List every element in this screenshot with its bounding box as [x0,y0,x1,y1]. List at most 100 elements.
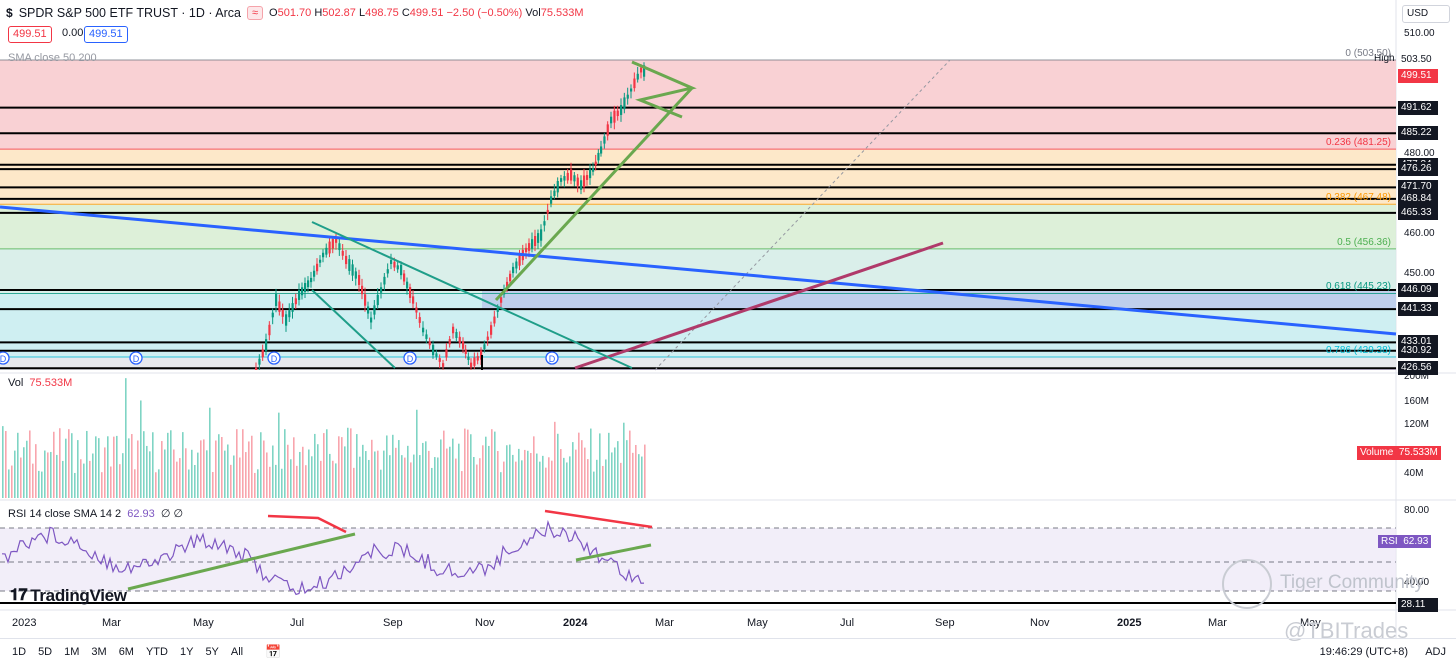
volume-bar [242,429,244,498]
volume-bar [551,460,553,498]
tradingview-logo[interactable]: 𝟏𝟕 TradingView [10,586,127,605]
volume-bar [98,438,100,498]
volume-bar [224,450,226,498]
dividend-marker-label: D [549,354,556,364]
volume-bar [638,454,640,498]
volume-bar [626,440,628,498]
time-tick: Nov [1030,617,1050,629]
range-button-all[interactable]: All [230,646,244,658]
candle [403,273,406,282]
volume-bar [155,472,157,498]
spread-value: 0.00 [62,27,84,39]
range-button-6m[interactable]: 6M [118,646,134,658]
rsi-axis-40: 40.00 [1404,577,1430,588]
volume-bar [311,456,313,498]
volume-bar [350,428,352,498]
time-tick: Mar [102,617,121,629]
candle [294,298,297,305]
clock[interactable]: 19:46:29 (UTC+8) [1319,646,1408,658]
candle [335,237,338,243]
volume-bar [503,461,505,498]
candle [606,124,609,136]
volume-bar [443,430,445,498]
volume-bar [347,427,349,498]
range-button-ytd[interactable]: YTD [145,646,168,658]
flag-icon[interactable]: ≈ [246,6,264,20]
rsi-support-line-2 [575,543,652,562]
candle [428,341,431,346]
candle [412,296,415,304]
sell-price-button[interactable]: 499.51 [8,26,52,43]
dividend-marker [267,351,281,365]
volume-bar [380,469,382,498]
buy-price-button[interactable]: 499.51 [84,26,128,43]
symbol-title[interactable]: SPDR S&P 500 ETF TRUST · 1D · Arca [18,6,241,20]
volume-bar [5,431,7,498]
volume-bar [536,453,538,498]
volume-legend[interactable]: Vol 75.533M [8,377,73,389]
demand-zone [482,289,1396,310]
volume-bar [302,446,304,498]
candle [275,294,278,306]
fib-level-label: 0.5 (456.36) [1337,236,1391,248]
candle [452,326,455,334]
volume-bar [125,378,127,498]
volume-bar [29,430,31,498]
range-button-1m[interactable]: 1M [64,646,80,658]
volume-bar [245,452,247,498]
dividend-marker [403,351,417,365]
price-tag: 499.51 [1398,68,1438,83]
volume-bar [620,462,622,498]
volume-bar [215,440,217,498]
range-button-5d[interactable]: 5D [38,646,53,658]
candle [458,336,461,344]
volume-bar [182,432,184,498]
rsi-axis-80: 80.00 [1404,505,1430,516]
volume-bar [434,457,436,498]
range-button-1y[interactable]: 1Y [179,646,194,658]
volume-bar [635,444,637,498]
volume-bar [308,449,310,498]
volume-bar [107,436,109,498]
volume-bar [284,429,286,498]
price-tick: 460.00 [1404,228,1435,240]
candle [435,353,438,357]
price-tag: 503.50 [1398,53,1438,67]
calendar-icon[interactable]: 📅 [265,644,282,659]
sma-indicator-label[interactable]: SMA close 50 200 [8,52,97,64]
volume-bar [485,436,487,498]
candle [396,265,399,270]
volume-bar [398,440,400,498]
range-button-3m[interactable]: 3M [91,646,107,658]
candle [383,276,386,285]
dividend-marker-label: D [271,354,278,364]
high-label: High [1374,53,1395,64]
rsi-line [1,519,645,596]
volume-bar [200,440,202,498]
price-tick: 510.00 [1404,27,1435,39]
time-tick: Mar [1208,617,1227,629]
volume-bar [458,443,460,498]
price-tag: 485.22 [1398,126,1438,141]
volume-bar [14,450,16,498]
volume-bar [644,444,646,498]
time-tick: Sep [935,617,955,629]
adj-toggle[interactable]: ADJ [1425,646,1446,658]
rsi-legend[interactable]: RSI 14 close SMA 14 2 62.93 ∅ ∅ [8,508,184,520]
candle [448,339,451,345]
candle [550,196,553,204]
volume-bar [449,446,451,498]
currency-selector[interactable]: USD [1402,5,1450,23]
candle [467,356,470,360]
range-button-1d[interactable]: 1D [12,646,27,658]
volume-bar [293,437,295,498]
price-tag: 441.33 [1398,302,1438,317]
volume-bar [68,429,70,498]
volume-bar [212,472,214,498]
volume-bar [353,467,355,498]
volume-bar [584,447,586,498]
range-button-5y[interactable]: 5Y [205,646,219,658]
volume-bar [128,438,130,498]
volume-bar [77,440,79,498]
